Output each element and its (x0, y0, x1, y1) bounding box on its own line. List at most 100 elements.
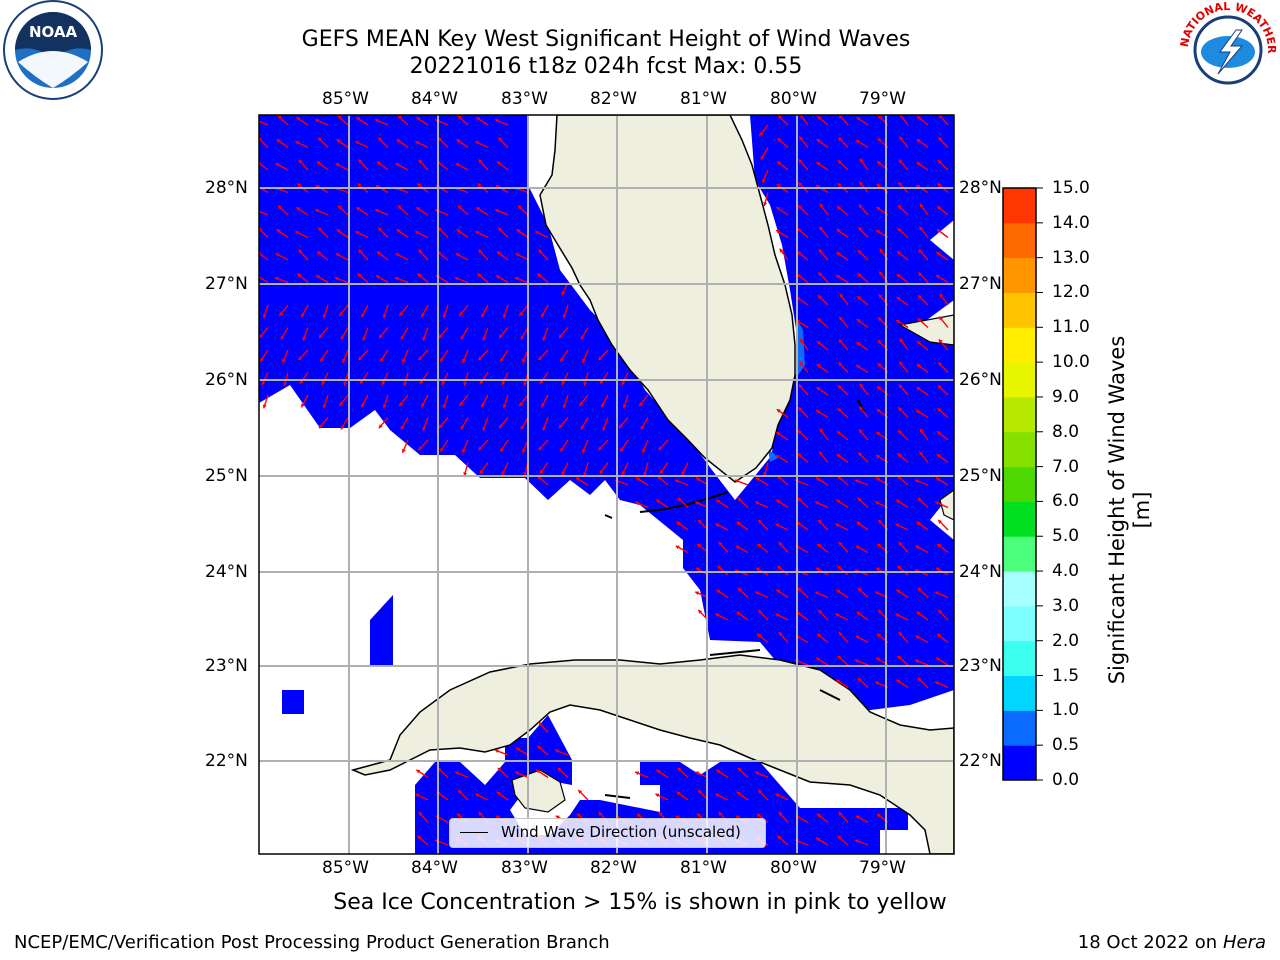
wave-arrow-head (797, 587, 802, 592)
wave-arrow-head (321, 381, 326, 386)
wave-arrow-head (776, 207, 781, 211)
colorbar-segment (1003, 675, 1036, 711)
wave-arrow-head (817, 633, 822, 638)
wave-arrow-head (382, 404, 387, 409)
wave-arrow-head (415, 141, 420, 145)
wave-arrow-head (561, 471, 566, 476)
colorbar-segment (1003, 640, 1036, 677)
colorbar-tick-label: 12.0 (1052, 282, 1090, 303)
wave-arrow-head (737, 497, 742, 502)
wave-arrow-head (357, 273, 362, 278)
wave-arrow-head (837, 206, 842, 210)
wave-arrow-head (542, 336, 547, 341)
wave-arrow-head (839, 316, 844, 321)
wave-arrow-head (778, 542, 783, 546)
wave-arrow-head (318, 227, 323, 232)
wave-arrow-head (857, 250, 862, 255)
wave-arrow-head (797, 453, 802, 458)
wave-arrow-head (915, 545, 920, 550)
wave-arrow-head (775, 523, 780, 528)
wave-arrow-head (898, 407, 903, 412)
wave-arrow-head (856, 365, 861, 369)
wave-arrow-head (938, 519, 943, 524)
nws-logo: NATIONAL WEATHER SERVICE (1176, 0, 1278, 97)
wave-arrow-head (460, 335, 465, 340)
wave-arrow-head (536, 769, 541, 774)
colorbar-segment (1003, 501, 1036, 537)
wave-arrow-head (854, 839, 859, 844)
lon-label-bottom: 85°W (322, 858, 369, 878)
wave-arrow-head (442, 404, 447, 409)
lat-label-right: 23°N (959, 656, 1002, 676)
wave-arrow-head (356, 117, 361, 121)
wave-arrow-head (877, 138, 882, 143)
wave-arrow-head (378, 424, 383, 429)
colorbar-tick-label: 2.0 (1052, 630, 1080, 651)
wave-arrow-head (875, 501, 880, 506)
wave-arrow-head (815, 477, 820, 482)
wave-arrow-head (482, 426, 487, 431)
wave-arrow-head (937, 183, 942, 188)
wave-arrow-head (478, 812, 483, 816)
wave-arrow-head (277, 205, 282, 210)
wave-arrow-head (463, 382, 468, 386)
wave-arrow-head (498, 334, 503, 339)
wave-arrow-head (716, 499, 721, 504)
wave-arrow-head (538, 249, 543, 254)
wave-arrow-head (697, 543, 702, 548)
wave-arrow-head (917, 587, 922, 592)
wave-arrow-head (635, 477, 640, 482)
wave-arrow-head (361, 313, 365, 318)
wave-arrow-head (457, 205, 462, 210)
wave-arrow-head (816, 162, 821, 166)
wave-arrow-head (757, 813, 762, 818)
wave-arrow-head (358, 356, 363, 361)
wave-arrow-head (659, 469, 664, 474)
wave-arrow-head (520, 335, 525, 340)
lon-label-top: 79°W (859, 89, 906, 109)
wave-arrow-head (858, 452, 863, 457)
wave-arrow-head (878, 519, 883, 524)
wave-arrow-head (457, 115, 462, 120)
wave-arrow-head (856, 521, 861, 526)
wave-arrow-head (262, 314, 267, 319)
wave-arrow-head (857, 587, 862, 592)
wave-arrow-head (416, 769, 421, 774)
wave-arrow-head (816, 139, 821, 143)
wave-arrow-head (401, 448, 406, 453)
wave-arrow-head (758, 519, 763, 524)
wave-arrow-head (859, 383, 864, 388)
wave-arrow-head (715, 793, 720, 798)
wave-arrow-head (296, 117, 301, 121)
wave-patch (282, 690, 304, 714)
wave-arrow-head (936, 252, 941, 256)
wave-arrow-head (854, 479, 859, 484)
wave-arrow-head (498, 137, 503, 142)
wave-arrow-head (777, 161, 782, 165)
wave-arrow-head (262, 404, 267, 409)
wave-arrow-head (698, 519, 703, 524)
wave-arrow-head (478, 249, 483, 254)
colorbar-tick-label: 9.0 (1052, 386, 1080, 407)
credit-branch: NCEP/EMC/Verification Post Processing Pr… (14, 932, 610, 953)
wave-arrow-head (877, 386, 882, 390)
wave-arrow-head (415, 793, 420, 798)
wave-arrow-head (895, 523, 900, 528)
wave-arrow-head (698, 789, 703, 794)
lat-label-left: 26°N (205, 370, 248, 390)
wave-arrow-head (581, 358, 586, 363)
wave-arrow-head (935, 477, 940, 482)
wave-arrow-head (776, 409, 781, 413)
wave-arrow-head (836, 589, 841, 594)
wave-arrow-head (261, 381, 266, 386)
wave-arrow-head (917, 677, 922, 682)
wave-arrow-head (776, 230, 781, 234)
wave-arrow-head (734, 479, 739, 484)
wave-arrow-head (837, 655, 842, 660)
wave-arrow-head (260, 357, 264, 362)
wave-arrow-head (777, 565, 782, 570)
wave-arrow-head (776, 455, 781, 459)
wave-arrow-head (475, 793, 480, 798)
wave-arrow-head (858, 227, 863, 232)
